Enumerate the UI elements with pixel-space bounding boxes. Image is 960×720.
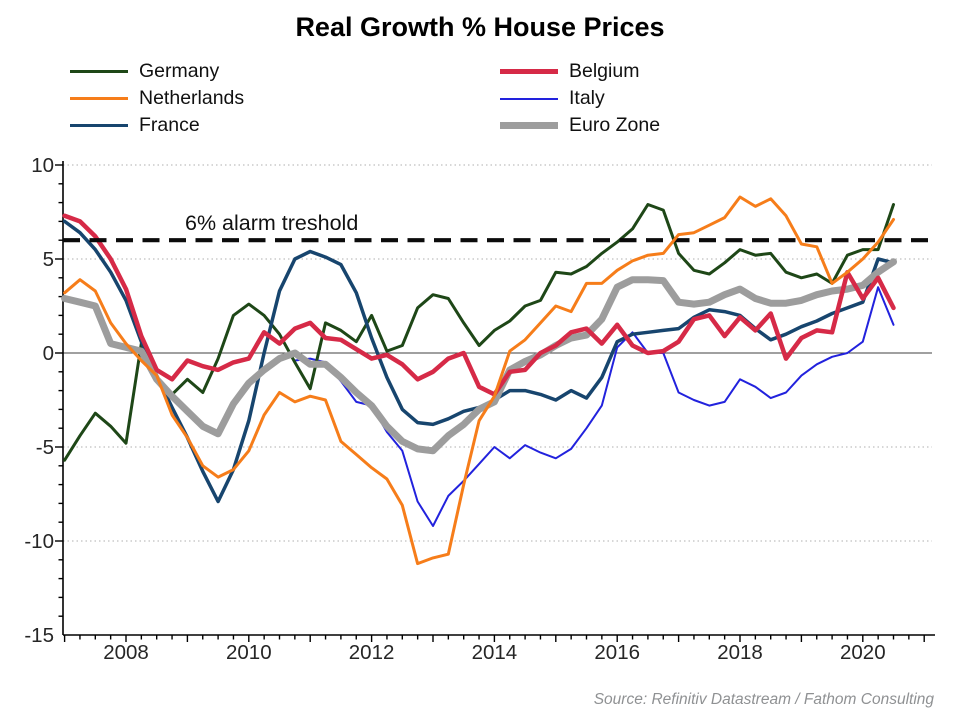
x-axis-label-2012: 2012 [349,641,395,664]
series-line-germany [63,203,895,462]
x-axis-label-2010: 2010 [226,641,272,664]
x-axis-label-2008: 2008 [103,641,149,664]
series-line-euro-zone [61,258,897,455]
source-credit: Source: Refinitiv Datastream / Fathom Co… [593,691,934,708]
gridlines [63,164,932,542]
x-axis-label-2020: 2020 [840,641,886,664]
legend-swatch-italy [500,97,558,100]
legend-label-belgium: Belgium [569,60,640,82]
y-axis-label--10: -10 [24,530,54,553]
y-axis-label--5: -5 [36,436,54,459]
y-axis-label-5: 5 [43,248,54,271]
legend-label-euro-zone: Euro Zone [569,114,661,136]
series-lines [61,195,935,566]
legend-swatch-germany [70,70,128,73]
page-title: Real Growth % House Prices [295,12,665,42]
legend-column-right: Belgium Italy Euro Zone [500,58,660,139]
legend-label-netherlands: Netherlands [139,87,245,109]
threshold-label: 6% alarm treshold [185,211,359,235]
legend-swatch-euro-zone [500,122,558,129]
legend-item-euro-zone: Euro Zone [500,112,660,139]
legend-label-italy: Italy [569,87,605,109]
series-line-italy [293,286,895,527]
legend-item-germany: Germany [70,58,244,85]
legend-item-france: France [70,112,244,139]
series-line-belgium [62,213,896,397]
legend-item-belgium: Belgium [500,58,660,85]
legend-swatch-netherlands [70,97,128,100]
series-line-netherlands [63,195,895,566]
legend-label-france: France [139,114,200,136]
y-axis-label--15: -15 [24,624,54,647]
x-axis-label-2018: 2018 [717,641,763,664]
axis-labels: 10 5 0 -5 -10 -15 2008 2010 2012 2014 2016 2018 2020 [24,154,885,664]
legend-swatch-france [70,123,128,128]
x-axis-label-2016: 2016 [594,641,640,664]
y-axis-label-10: 10 [31,154,54,177]
y-axis-label-0: 0 [43,342,54,365]
legend-item-italy: Italy [500,85,660,112]
legend-swatch-belgium [500,69,558,74]
legend-column-left: Germany Netherlands France [70,58,244,139]
legend-item-netherlands: Netherlands [70,85,244,112]
x-axis-label-2014: 2014 [472,641,518,664]
legend-label-germany: Germany [139,60,220,82]
